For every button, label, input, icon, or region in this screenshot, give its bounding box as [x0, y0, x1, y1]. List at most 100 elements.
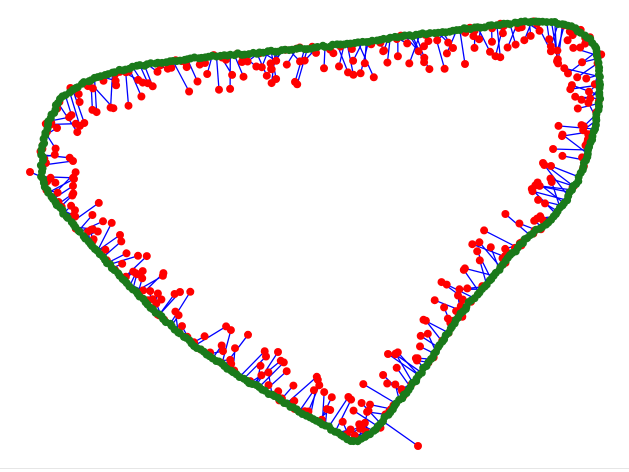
measured-point — [475, 256, 484, 265]
measured-point — [107, 218, 116, 227]
measured-point — [69, 181, 77, 190]
measured-point — [486, 47, 494, 56]
measured-point — [475, 238, 484, 247]
measured-point — [527, 185, 536, 193]
measured-point — [454, 291, 462, 300]
measured-point — [53, 188, 62, 197]
measured-point — [300, 56, 309, 65]
measured-point — [535, 26, 544, 35]
connection-line — [382, 420, 419, 447]
measured-point — [309, 386, 318, 395]
measured-point — [124, 101, 133, 110]
connection-line — [359, 41, 370, 74]
measured-point — [380, 46, 388, 55]
connection-line — [72, 89, 85, 124]
connection-line — [97, 234, 121, 252]
connection-line — [221, 329, 232, 364]
measured-point — [470, 43, 479, 52]
measured-point — [461, 60, 469, 68]
measured-point — [578, 58, 587, 67]
measured-point — [267, 79, 276, 88]
measured-point — [530, 216, 539, 225]
measured-point — [134, 251, 142, 260]
measured-point — [515, 219, 524, 228]
measured-point — [148, 82, 157, 91]
measured-point — [433, 36, 442, 45]
measured-point — [349, 406, 358, 415]
measured-point — [488, 37, 496, 46]
connection-line — [564, 67, 601, 78]
measured-point — [379, 371, 388, 379]
measured-point — [267, 65, 276, 74]
measured-point — [99, 217, 107, 226]
measured-point — [423, 329, 432, 338]
measured-point — [243, 57, 252, 66]
measured-point — [486, 243, 495, 252]
measured-point — [573, 104, 582, 113]
reference-points — [36, 17, 605, 446]
measured-point — [420, 53, 429, 62]
measured-point — [320, 64, 328, 73]
measured-point — [153, 67, 162, 76]
connection-line — [109, 72, 114, 108]
measured-point — [69, 173, 78, 182]
measured-point — [360, 59, 369, 68]
measured-point — [222, 322, 231, 331]
connection-line — [479, 260, 488, 285]
measured-point — [106, 103, 115, 112]
measured-point — [421, 316, 430, 325]
measured-point — [219, 347, 227, 356]
measured-point — [344, 393, 353, 401]
measured-point — [582, 74, 591, 83]
measured-point — [475, 35, 484, 44]
measured-point — [51, 178, 60, 187]
measured-point — [554, 59, 563, 68]
measured-point — [491, 52, 500, 61]
measured-point — [116, 231, 124, 239]
connection-line — [562, 134, 589, 155]
measured-point — [69, 189, 78, 198]
measured-point — [326, 406, 335, 414]
measured-point — [67, 201, 76, 210]
measured-point — [138, 267, 147, 276]
measured-point — [148, 295, 157, 304]
measured-point — [420, 42, 428, 51]
measured-point — [327, 393, 336, 402]
connection-line — [551, 181, 561, 208]
connection-line — [243, 356, 267, 380]
measured-point — [546, 42, 555, 51]
measured-point — [567, 81, 576, 90]
connection-line — [193, 325, 227, 347]
measured-point — [547, 178, 556, 186]
measured-point — [260, 347, 269, 356]
measured-point — [88, 84, 97, 93]
measured-point — [244, 330, 252, 339]
connection-line — [47, 178, 75, 194]
measured-point — [425, 65, 434, 74]
measured-point — [178, 322, 186, 331]
measured-point — [463, 284, 472, 293]
measured-point — [282, 60, 291, 69]
measured-point — [276, 356, 285, 365]
connection-line — [395, 353, 414, 384]
measured-point — [176, 288, 184, 296]
measured-point — [359, 380, 368, 389]
connection-line — [397, 351, 420, 376]
measured-point — [320, 388, 329, 397]
measured-point — [346, 425, 355, 434]
measured-point — [585, 87, 593, 96]
measured-point — [118, 259, 127, 268]
measured-point — [437, 278, 446, 287]
measured-point — [92, 108, 101, 117]
measured-point — [193, 77, 202, 86]
measured-point — [554, 121, 563, 130]
measured-point — [266, 59, 275, 68]
measured-point — [547, 162, 555, 170]
connection-line — [476, 251, 492, 280]
measured-point — [414, 47, 423, 56]
connection-line — [483, 229, 519, 249]
measured-point — [146, 287, 155, 296]
measured-point — [584, 98, 593, 107]
measured-point — [26, 168, 34, 176]
